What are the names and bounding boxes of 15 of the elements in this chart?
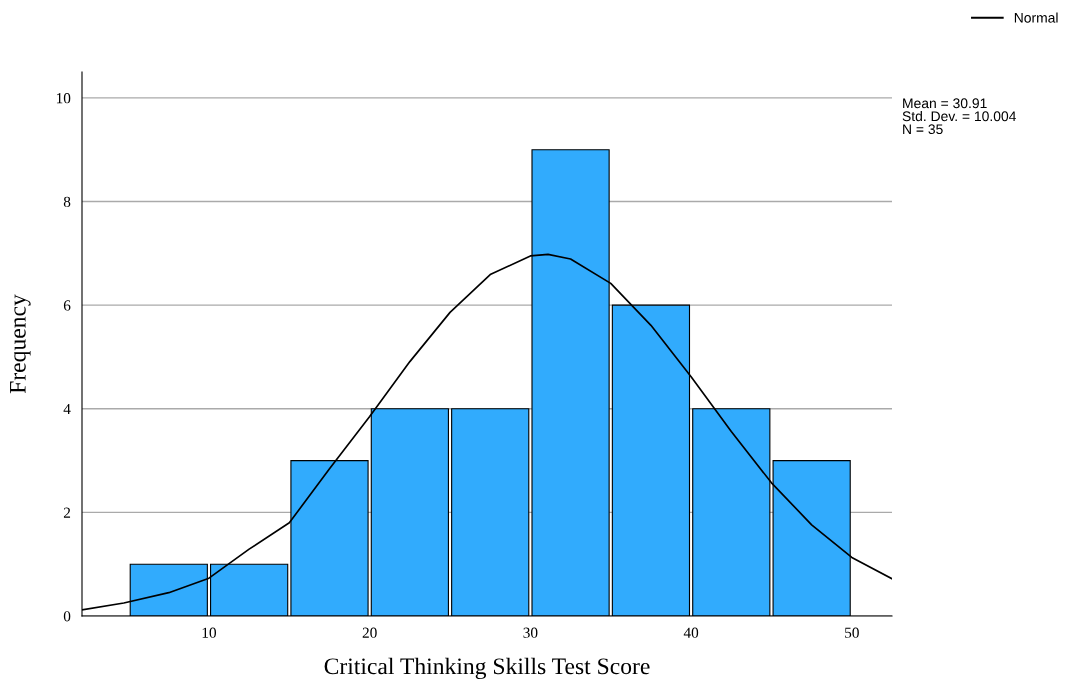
y-tick-label: 8 [63, 196, 71, 207]
x-tick-label: 30 [523, 627, 538, 638]
text: Mean = 30.91 Std. Dev. = 10.004 N = 35 [902, 98, 1016, 135]
y-tick-label: 0 [63, 611, 71, 622]
x-tick-label: 20 [362, 627, 377, 638]
legend-label: Normal [1014, 12, 1058, 23]
y-tick-label: 10 [56, 93, 71, 104]
x-tick-label: 40 [683, 627, 699, 638]
y-tick-label: 6 [63, 300, 71, 311]
y-tick-label: 2 [63, 507, 71, 518]
y-axis-title: Frequency [10, 294, 31, 394]
y-tick-label: 4 [63, 404, 71, 415]
x-tick-label: 10 [202, 627, 217, 638]
x-axis-title: Critical Thinking Skills Test Score [324, 657, 650, 680]
x-tick-label: 50 [845, 627, 859, 638]
